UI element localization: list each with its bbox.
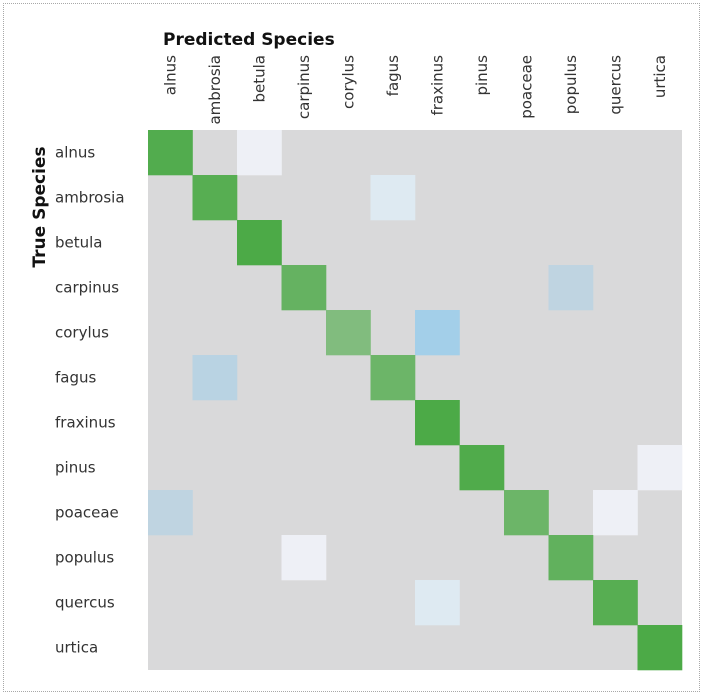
x-tick-labels: alnus ambrosia betula carpinus corylus fagus f… bbox=[161, 55, 669, 125]
x-tick-pinus: pinus bbox=[473, 55, 491, 96]
x-tick-urtica: urtica bbox=[651, 55, 669, 98]
cell-poaceae-alnus bbox=[148, 490, 193, 536]
y-tick-fraxinus: fraxinus bbox=[55, 414, 116, 432]
cell-urtica-urtica bbox=[637, 625, 683, 671]
cell-ambrosia-fagus bbox=[370, 175, 416, 221]
y-tick-urtica: urtica bbox=[55, 639, 98, 657]
cell-alnus-betula bbox=[237, 130, 282, 176]
cell-alnus-alnus bbox=[148, 130, 193, 176]
cell-carpinus-populus bbox=[548, 265, 594, 311]
x-tick-ambrosia: ambrosia bbox=[206, 55, 224, 125]
x-tick-fraxinus: fraxinus bbox=[428, 55, 446, 116]
y-tick-pinus: pinus bbox=[55, 459, 96, 477]
cell-populus-populus bbox=[548, 535, 594, 581]
cell-corylus-fraxinus bbox=[415, 310, 460, 356]
x-tick-quercus: quercus bbox=[606, 55, 624, 115]
y-tick-populus: populus bbox=[55, 549, 114, 567]
y-tick-corylus: corylus bbox=[55, 324, 109, 342]
y-tick-quercus: quercus bbox=[55, 594, 115, 612]
cell-fraxinus-fraxinus bbox=[415, 400, 460, 446]
x-tick-populus: populus bbox=[562, 55, 580, 114]
y-tick-betula: betula bbox=[55, 234, 103, 252]
cell-fagus-ambrosia bbox=[192, 355, 238, 401]
y-tick-poaceae: poaceae bbox=[55, 504, 119, 522]
cell-poaceae-poaceae bbox=[504, 490, 549, 536]
y-tick-alnus: alnus bbox=[55, 144, 95, 162]
cell-fagus-fagus bbox=[370, 355, 416, 401]
cell-quercus-quercus bbox=[593, 580, 638, 626]
cell-populus-carpinus bbox=[281, 535, 327, 581]
cell-carpinus-carpinus bbox=[281, 265, 327, 311]
cell-betula-betula bbox=[237, 220, 282, 266]
y-axis-title: True Species bbox=[30, 146, 50, 267]
x-tick-corylus: corylus bbox=[339, 55, 357, 109]
x-axis-title: Predicted Species bbox=[163, 30, 335, 50]
x-tick-poaceae: poaceae bbox=[517, 55, 535, 119]
x-tick-alnus: alnus bbox=[161, 55, 179, 95]
x-tick-betula: betula bbox=[250, 55, 268, 103]
cell-ambrosia-ambrosia bbox=[192, 175, 238, 221]
cell-pinus-pinus bbox=[459, 445, 505, 491]
cell-pinus-urtica bbox=[637, 445, 683, 491]
cell-poaceae-quercus bbox=[593, 490, 638, 536]
y-tick-ambrosia: ambrosia bbox=[55, 189, 125, 207]
x-tick-fagus: fagus bbox=[384, 55, 402, 97]
matrix-cells bbox=[148, 130, 683, 671]
y-tick-carpinus: carpinus bbox=[55, 279, 119, 297]
cell-corylus-corylus bbox=[326, 310, 371, 356]
cell-quercus-fraxinus bbox=[415, 580, 460, 626]
x-tick-carpinus: carpinus bbox=[295, 55, 313, 119]
y-tick-labels: alnus ambrosia betula carpinus corylus fagus f… bbox=[55, 144, 125, 657]
y-tick-fagus: fagus bbox=[55, 369, 97, 387]
chart-frame bbox=[3, 3, 700, 692]
